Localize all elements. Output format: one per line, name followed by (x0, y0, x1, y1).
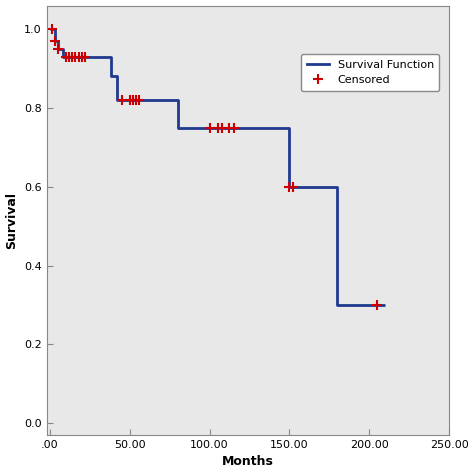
Line: Survival Function: Survival Function (50, 29, 385, 305)
Survival Function (114, 73, 120, 79)
Censored (130, 97, 136, 103)
Censored (66, 54, 72, 60)
Censored (79, 54, 85, 60)
Censored (55, 46, 61, 52)
Survival Function (172, 97, 177, 103)
Survival Function (60, 46, 65, 52)
Line: Censored: Censored (46, 24, 382, 310)
Censored (219, 125, 225, 130)
Survival Function (60, 54, 65, 60)
Survival Function (175, 125, 181, 130)
Censored (73, 54, 78, 60)
Survival Function (287, 125, 292, 130)
Censored (52, 38, 57, 44)
Censored (137, 97, 142, 103)
Censored (69, 54, 75, 60)
Survival Function (47, 27, 53, 32)
Survival Function (335, 184, 340, 190)
Censored (215, 125, 220, 130)
Survival Function (287, 184, 292, 190)
Censored (76, 54, 82, 60)
Censored (226, 125, 232, 130)
Survival Function (52, 38, 57, 44)
Survival Function (52, 27, 57, 32)
Censored (49, 27, 55, 32)
Censored (290, 184, 295, 190)
Survival Function (108, 54, 113, 60)
Censored (119, 97, 125, 103)
Survival Function (175, 97, 181, 103)
Censored (63, 54, 69, 60)
Y-axis label: Survival: Survival (6, 192, 18, 249)
Censored (207, 125, 212, 130)
Survival Function (114, 97, 120, 103)
Legend: Survival Function, Censored: Survival Function, Censored (301, 54, 439, 91)
Survival Function (55, 46, 61, 52)
Survival Function (55, 38, 61, 44)
Censored (82, 54, 88, 60)
Survival Function (108, 73, 113, 79)
Censored (133, 97, 139, 103)
Survival Function (383, 302, 388, 308)
Censored (231, 125, 237, 130)
Survival Function (172, 97, 177, 103)
X-axis label: Months: Months (222, 456, 274, 468)
Survival Function (335, 302, 340, 308)
Censored (127, 97, 133, 103)
Censored (374, 302, 380, 308)
Censored (287, 184, 292, 190)
